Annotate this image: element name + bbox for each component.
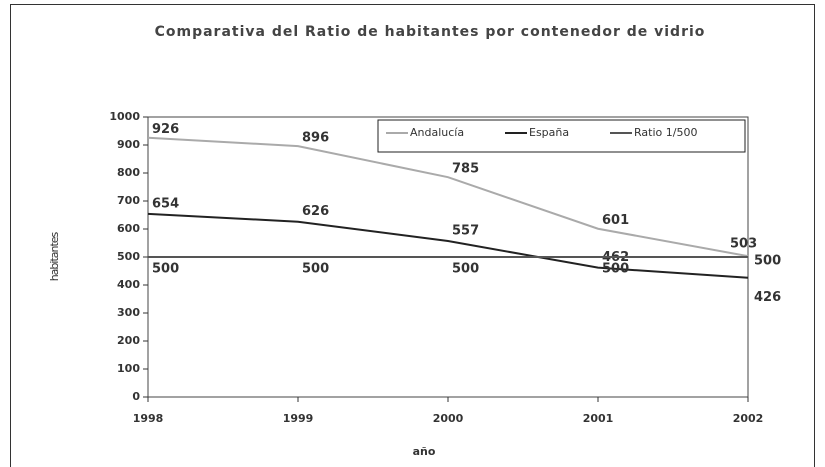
data-label: 500 — [302, 262, 329, 277]
data-label: 557 — [452, 224, 479, 239]
data-label: 426 — [754, 290, 781, 305]
x-tick-label: 2002 — [733, 412, 764, 425]
y-tick-label: 200 — [117, 334, 140, 347]
y-tick-label: 100 — [117, 362, 140, 375]
legend-label: Ratio 1/500 — [634, 126, 697, 139]
chart-border — [10, 4, 815, 467]
data-label: 500 — [602, 262, 629, 277]
y-axis-label: habitantes — [48, 231, 61, 281]
data-label: 503 — [730, 237, 757, 252]
line-series — [147, 212, 749, 279]
data-label: 785 — [452, 162, 479, 177]
y-tick-label: 300 — [117, 306, 140, 319]
x-tick-label: 1998 — [133, 412, 164, 425]
legend-box — [377, 119, 746, 153]
x-tick-label: 2000 — [433, 412, 464, 425]
data-label: 926 — [152, 122, 179, 137]
y-tick-label: 900 — [117, 138, 140, 151]
legend-label: España — [529, 126, 569, 139]
line-series — [147, 136, 749, 258]
chart-title: Comparativa del Ratio de habitantes por … — [154, 24, 706, 40]
y-tick-label: 800 — [117, 166, 140, 179]
y-tick-label: 0 — [132, 390, 140, 403]
x-tick-label: 1999 — [283, 412, 314, 425]
y-tick-label: 600 — [117, 222, 140, 235]
x-tick-label: 2001 — [583, 412, 614, 425]
data-label: 896 — [302, 131, 329, 146]
data-label: 654 — [152, 196, 179, 211]
y-tick-label: 400 — [117, 278, 140, 291]
y-tick-label: 700 — [117, 194, 140, 207]
y-tick-label: 500 — [117, 250, 140, 263]
data-label: 500 — [152, 262, 179, 277]
y-tick-label: 1000 — [109, 110, 140, 123]
data-label: 601 — [602, 213, 629, 228]
data-label: 626 — [302, 204, 329, 219]
data-label: 500 — [754, 254, 781, 269]
legend-label: Andalucía — [410, 126, 464, 139]
data-label: 500 — [452, 262, 479, 277]
x-axis-label: año — [413, 445, 436, 458]
